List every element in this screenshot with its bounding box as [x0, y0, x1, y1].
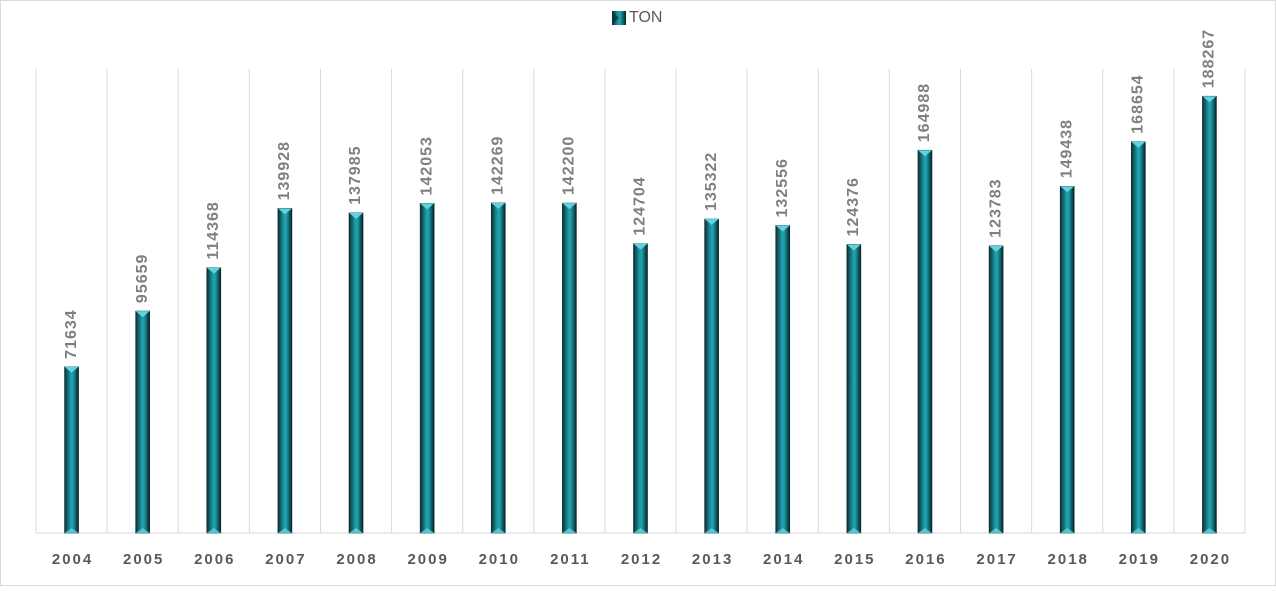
bar-cap — [846, 244, 861, 251]
data-label: 135322 — [703, 152, 720, 211]
bar-cap — [206, 267, 221, 274]
x-tick-label: 2017 — [976, 551, 1017, 568]
data-label: 142269 — [489, 136, 506, 195]
bar — [1131, 141, 1146, 534]
x-tick-label: 2010 — [479, 551, 520, 568]
bar-cap — [917, 150, 932, 157]
bar-base — [420, 528, 435, 533]
x-tick-label: 2012 — [621, 551, 662, 568]
x-tick-label: 2014 — [763, 551, 804, 568]
bar-cap — [1202, 96, 1217, 103]
bar-cap — [1131, 141, 1146, 148]
bar-cap — [491, 202, 506, 209]
bar-base — [846, 528, 861, 533]
bar-cap — [277, 208, 292, 215]
legend-swatch-shade — [612, 11, 619, 25]
bar-base — [1060, 528, 1075, 533]
bar-base — [1131, 528, 1146, 533]
bar — [206, 267, 222, 534]
bar-cap — [64, 366, 79, 373]
data-label: 132556 — [774, 158, 791, 217]
bar-cap — [349, 212, 364, 219]
x-tick-label: 2013 — [692, 551, 733, 568]
data-label: 149438 — [1058, 119, 1075, 178]
x-tick-label: 2006 — [194, 551, 235, 568]
bar-base — [917, 528, 932, 533]
bar-base — [633, 528, 648, 533]
data-label: 71634 — [63, 309, 80, 359]
x-tick-label: 2008 — [336, 551, 377, 568]
bar — [277, 208, 293, 534]
bar-base — [775, 528, 790, 533]
bar — [1202, 95, 1217, 534]
data-label: 114368 — [205, 201, 222, 260]
bar — [135, 310, 150, 534]
data-label: 124704 — [632, 176, 649, 235]
bar-base — [277, 528, 292, 533]
bar-base — [206, 528, 221, 533]
data-label: 142053 — [418, 136, 435, 195]
x-tick-label: 2020 — [1190, 551, 1231, 568]
legend-label: TON — [629, 9, 662, 26]
bar-cap — [135, 311, 150, 318]
bar-base — [1202, 528, 1217, 533]
x-tick-label: 2004 — [52, 551, 93, 568]
bar-cap — [633, 243, 648, 250]
bar-cap — [562, 203, 577, 210]
bar-cap — [989, 245, 1004, 252]
data-label: 137985 — [347, 145, 364, 204]
data-label: 142200 — [561, 136, 578, 195]
bar — [348, 212, 364, 534]
x-tick-label: 2016 — [905, 551, 946, 568]
bar-base — [491, 528, 506, 533]
bar — [1059, 186, 1075, 534]
bar-base — [989, 528, 1004, 533]
bar — [64, 366, 79, 534]
bar-cap — [420, 203, 435, 210]
x-tick-label: 2009 — [407, 551, 448, 568]
x-tick-label: 2005 — [123, 551, 164, 568]
bar — [917, 149, 933, 534]
data-label: 123783 — [987, 178, 1004, 237]
bar-cap — [704, 219, 719, 226]
x-tick-label: 2018 — [1048, 551, 1089, 568]
bar — [490, 202, 506, 534]
bar — [704, 218, 719, 534]
bar — [775, 225, 791, 534]
bar — [562, 202, 577, 534]
bar — [419, 203, 435, 534]
data-label: 95659 — [134, 254, 151, 304]
x-tick-label: 2007 — [265, 551, 306, 568]
bar — [633, 243, 648, 534]
bar-base — [64, 528, 79, 533]
data-label: 124376 — [845, 177, 862, 236]
legend: TON — [612, 9, 662, 26]
x-tick-label: 2011 — [550, 551, 591, 568]
x-tick-label: 2019 — [1119, 551, 1160, 568]
bar-base — [349, 528, 364, 533]
bar — [988, 245, 1004, 534]
bar-cap — [1060, 186, 1075, 193]
bar-base — [704, 528, 719, 533]
data-label: 139928 — [276, 141, 293, 200]
x-tick-label: 2015 — [834, 551, 875, 568]
bar-base — [562, 528, 577, 533]
bar-base — [135, 528, 150, 533]
data-label: 164988 — [916, 83, 933, 142]
bar — [846, 244, 862, 534]
data-label: 168654 — [1130, 74, 1147, 133]
bar-cap — [775, 225, 790, 232]
data-label: 188267 — [1201, 29, 1218, 88]
